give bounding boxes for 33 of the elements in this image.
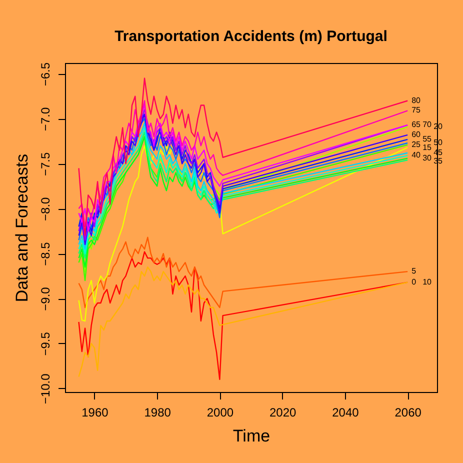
y-tick-label: −10.0 [38, 373, 52, 404]
chart-title: Transportation Accidents (m) Portugal [114, 28, 388, 45]
y-tick-label: −8.0 [38, 196, 52, 221]
y-tick-label: −9.0 [38, 286, 52, 311]
x-tick-label: 1960 [82, 406, 109, 420]
x-tick-label: 2000 [206, 406, 234, 420]
series-label: 55 [422, 134, 432, 144]
line-series [78, 78, 408, 236]
series-label: 25 [412, 140, 422, 149]
series-label: 60 [412, 130, 422, 139]
x-tick-label: 2020 [269, 406, 296, 420]
x-axis-title: Time [232, 426, 270, 446]
y-tick-label: −7.5 [38, 152, 52, 176]
series-label: 15 [422, 142, 432, 152]
x-tick-label: 1980 [144, 406, 172, 420]
series-label: 5 [412, 266, 417, 276]
series-label: 65 [412, 120, 422, 130]
y-tick-label: −6.5 [38, 62, 52, 86]
line-series [78, 236, 408, 308]
x-tick-label: 2040 [332, 406, 360, 420]
series-label: 80 [412, 96, 422, 105]
series-label: 0 [412, 277, 417, 286]
series-label: 75 [412, 106, 422, 115]
line-series [78, 145, 408, 322]
series-label: 70 [422, 120, 432, 130]
y-tick-label: −9.5 [38, 332, 52, 356]
y-tick-label: −7.0 [38, 107, 52, 132]
y-axis-title: Data and Forecasts [12, 154, 32, 302]
series-label: 40 [412, 150, 422, 160]
y-tick-label: −8.5 [38, 242, 52, 266]
x-tick-label: 2060 [394, 406, 422, 420]
series-label: 10 [422, 277, 432, 286]
series-label: 30 [422, 153, 432, 162]
